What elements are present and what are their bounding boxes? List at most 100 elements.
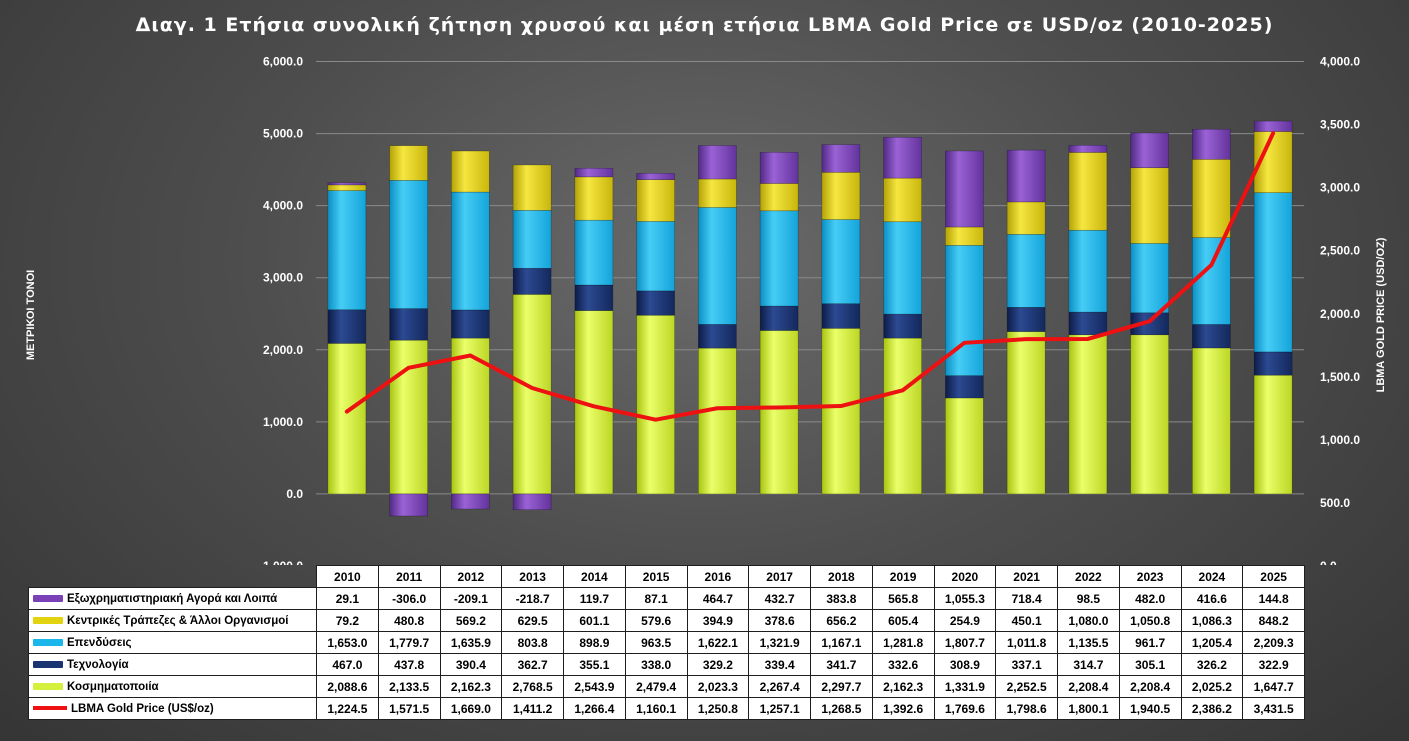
table-value-cell: 1,800.1 xyxy=(1057,697,1120,720)
table-value-cell: 1,653.0 xyxy=(316,631,379,654)
bar-segment xyxy=(759,330,799,495)
table-value-cell: 394.9 xyxy=(686,609,750,632)
table-value-cell: 1,257.1 xyxy=(748,697,811,720)
bar-segment xyxy=(821,144,861,173)
table-year-header: 2013 xyxy=(501,565,564,588)
table-value-cell: 601.1 xyxy=(563,609,626,632)
bar-segment xyxy=(698,347,737,495)
table-value-cell: 3,431.5 xyxy=(1242,697,1305,720)
table-value-cell: 565.8 xyxy=(871,587,935,610)
table-value-cell: 2,252.5 xyxy=(995,675,1058,698)
bar-segment xyxy=(327,343,367,495)
series-legend-label: Κοσμηματοποιία xyxy=(28,675,317,698)
series-legend-label: LBMA Gold Price (US$/oz) xyxy=(28,697,317,720)
bar-segment xyxy=(1068,229,1108,313)
bar-segment xyxy=(883,177,922,223)
right-tick-label: 3,000.0 xyxy=(1320,181,1360,195)
table-year-header: 2014 xyxy=(563,565,626,588)
chart-title: Διαγ. 1 Ετήσια συνολική ζήτηση χρυσού κα… xyxy=(135,14,1274,36)
left-tick-label: -1,000.0 xyxy=(259,559,303,565)
bar-segment xyxy=(1130,334,1169,495)
table-value-cell: 1,160.1 xyxy=(624,697,688,720)
bar-segment xyxy=(1006,201,1046,235)
table-value-cell: 961.7 xyxy=(1118,631,1182,654)
series-name: Επενδύσεις xyxy=(67,636,132,649)
legend-swatch xyxy=(33,706,67,711)
table-value-cell: 322.9 xyxy=(1242,653,1305,676)
legend-swatch xyxy=(33,682,63,690)
table-value-cell: 1,635.9 xyxy=(439,631,503,654)
table-value-cell: 314.7 xyxy=(1057,653,1120,676)
data-table: 2010 2011 2012 2013 2014 2015 2016 2017 2018 2019… xyxy=(28,565,1305,720)
bar-segment xyxy=(945,397,984,495)
table-value-cell: 1,411.2 xyxy=(501,697,564,720)
table-value-cell: 2,208.4 xyxy=(1118,675,1182,698)
price-point xyxy=(1271,131,1275,135)
table-value-cell: 338.0 xyxy=(624,653,688,676)
left-y-axis: -1,000.0 0.0 1,000.0 2,000.0 3,000.0 4,000.0 5… xyxy=(259,55,303,566)
table-value-cell: 1,268.5 xyxy=(810,697,873,720)
price-point xyxy=(962,341,966,345)
table-value-cell: 1,807.7 xyxy=(933,631,997,654)
bar-segment xyxy=(1068,334,1108,495)
table-value-cell: 482.0 xyxy=(1118,587,1182,610)
table-value-cell: 29.1 xyxy=(316,587,379,610)
table-value-cell: 119.7 xyxy=(563,587,626,610)
bar-segment xyxy=(1006,234,1046,308)
table-value-cell: 2,133.5 xyxy=(377,675,441,698)
bar-segment xyxy=(512,267,552,295)
table-value-cell: 1,669.0 xyxy=(439,697,503,720)
right-tick-label: 1,500.0 xyxy=(1320,370,1360,384)
table-value-cell: 390.4 xyxy=(439,653,503,676)
table-value-cell: 339.4 xyxy=(748,653,811,676)
table-value-cell: 1,055.3 xyxy=(933,587,997,610)
right-tick-label: 1,000.0 xyxy=(1320,433,1360,447)
bar-segment xyxy=(945,226,984,246)
left-tick-label: 5,000.0 xyxy=(263,127,303,141)
table-value-cell: 2,768.5 xyxy=(501,675,564,698)
table-year-header: 2018 xyxy=(810,565,873,588)
bar-segment xyxy=(636,221,675,292)
price-point xyxy=(715,406,719,410)
bar-segment xyxy=(451,191,490,311)
right-axis-title: LBMA GOLD PRICE (USD/OZ) xyxy=(1375,237,1387,392)
bar-segment xyxy=(883,221,922,315)
table-value-cell: 1,250.8 xyxy=(686,697,750,720)
table-value-cell: 432.7 xyxy=(748,587,811,610)
right-tick-label: 0.0 xyxy=(1320,559,1337,565)
left-tick-label: 0.0 xyxy=(286,487,303,501)
table-value-cell: 98.5 xyxy=(1057,587,1120,610)
table-year-header: 2016 xyxy=(686,565,750,588)
bar-segment xyxy=(1130,167,1169,244)
table-value-cell: 1,224.5 xyxy=(316,697,379,720)
bar-segment xyxy=(1253,374,1293,495)
table-value-cell: 416.6 xyxy=(1180,587,1244,610)
bar-segment xyxy=(1068,145,1108,153)
bar-segment xyxy=(327,182,367,186)
table-value-cell: 467.0 xyxy=(316,653,379,676)
table-value-cell: 1,135.5 xyxy=(1057,631,1120,654)
bar-segment xyxy=(451,150,490,193)
table-year-header: 2020 xyxy=(933,565,997,588)
table-corner xyxy=(28,565,317,588)
bar-segment xyxy=(821,328,861,495)
bar-segment xyxy=(512,294,552,495)
legend-swatch xyxy=(33,660,63,668)
series-legend-label: Κεντρικές Τράπεζες & Άλλοι Οργανισμοί xyxy=(28,609,317,632)
table-year-header: 2025 xyxy=(1242,565,1305,588)
table-value-cell: -209.1 xyxy=(439,587,503,610)
bar-segment xyxy=(451,309,490,339)
table-value-cell: 569.2 xyxy=(439,609,503,632)
table-year-header: 2015 xyxy=(624,565,688,588)
table-value-cell: 1,011.8 xyxy=(995,631,1058,654)
table-value-cell: 144.8 xyxy=(1242,587,1305,610)
bar-segment xyxy=(574,167,614,178)
table-value-cell: 2,297.7 xyxy=(810,675,873,698)
right-y-axis: 0.0 500.0 1,000.0 1,500.0 2,000.0 2,500.0 3,00… xyxy=(1320,55,1360,566)
left-tick-label: 4,000.0 xyxy=(263,199,303,213)
table-value-cell: 329.2 xyxy=(686,653,750,676)
bar-segment xyxy=(821,171,861,220)
bar-segment xyxy=(512,164,552,211)
table-row: LBMA Gold Price (US$/oz) 1,224.5 1,571.5 1,… xyxy=(28,697,1305,720)
series-name: Κεντρικές Τράπεζες & Άλλοι Οργανισμοί xyxy=(67,614,289,627)
